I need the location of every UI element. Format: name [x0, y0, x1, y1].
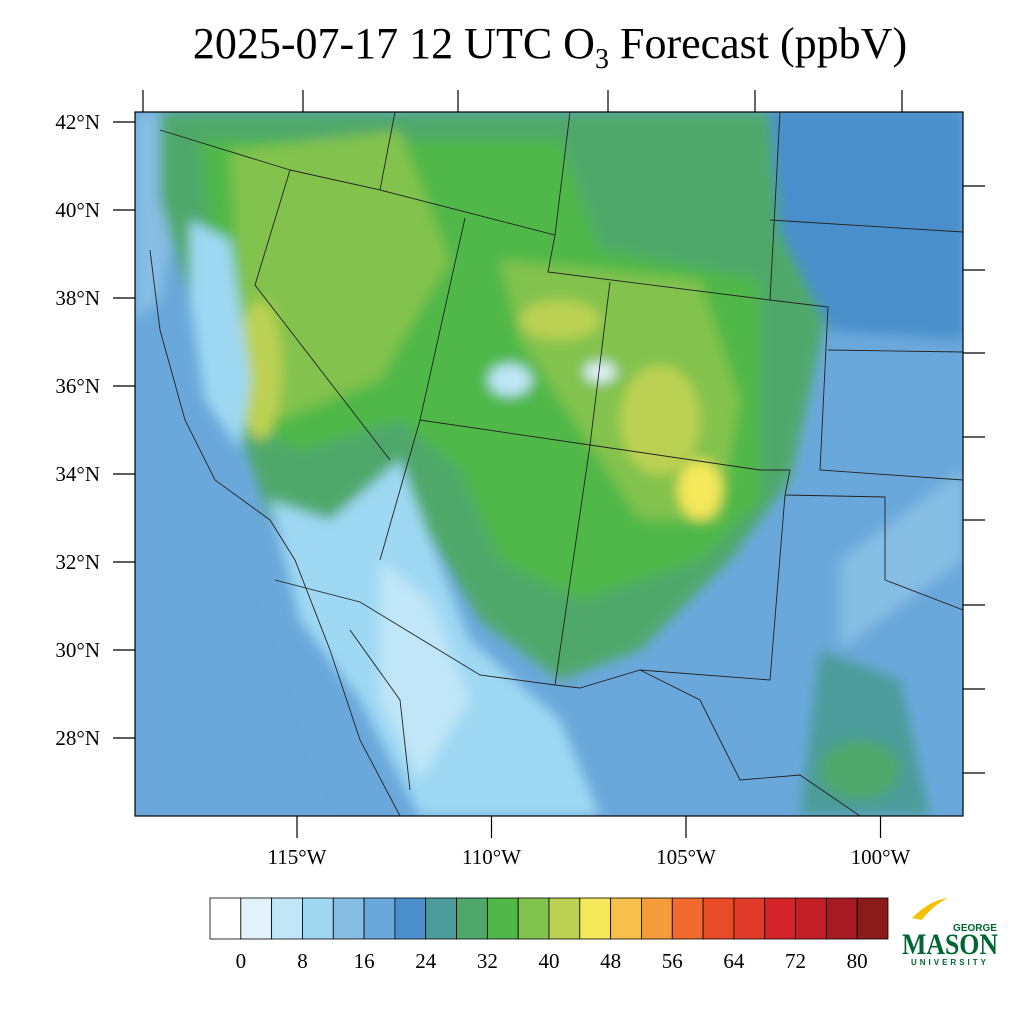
colorbar-box	[456, 897, 488, 940]
colorbar-box	[764, 897, 796, 940]
lat-label: 40°N	[55, 198, 100, 222]
logo-text: GEORGE	[953, 923, 997, 934]
lat-label: 32°N	[55, 550, 100, 574]
colorbar-box	[641, 897, 673, 940]
colorbar-box	[856, 897, 889, 940]
colorbar-box	[486, 897, 519, 940]
colorbar-box	[548, 897, 581, 940]
lon-label: 100°W	[851, 845, 911, 869]
colorbar-label: 32	[477, 949, 498, 973]
title-subscript: 3	[595, 44, 609, 75]
colorbar-box	[394, 897, 427, 940]
colorbar-label: 72	[785, 949, 806, 973]
colorbar-label: 48	[600, 949, 621, 973]
colorbar-box	[363, 897, 396, 940]
lon-label: 105°W	[656, 845, 716, 869]
lon-label: 115°W	[268, 845, 327, 869]
colorbar-box	[271, 897, 303, 940]
colorbar-box	[209, 897, 242, 940]
colorbar-box	[240, 897, 273, 940]
colorbar-label: 80	[847, 949, 868, 973]
colorbar-box	[302, 897, 334, 940]
colorbar-label: 64	[723, 949, 745, 973]
colorbar-box	[610, 897, 642, 940]
colorbar-box	[579, 897, 612, 940]
colorbar-box	[825, 897, 858, 940]
colorbar-box	[733, 897, 766, 940]
lon-label: 110°W	[462, 845, 521, 869]
lat-label: 36°N	[55, 374, 100, 398]
colorbar-box	[702, 897, 735, 940]
map-frame	[134, 111, 964, 817]
colorbar-box	[332, 897, 365, 940]
colorbar-label: 56	[662, 949, 683, 973]
logo: GEORGE MASON UNIVERSITY	[902, 898, 998, 967]
logo-text: UNIVERSITY	[911, 958, 989, 967]
colorbar-label: 24	[415, 949, 437, 973]
title-text: 2025-07-17 12 UTC O	[193, 19, 595, 68]
lat-label: 30°N	[55, 638, 100, 662]
lat-label: 38°N	[55, 286, 100, 310]
title: 2025-07-17 12 UTC O3 Forecast (ppbV)	[193, 19, 907, 75]
colorbar-box	[671, 897, 704, 940]
colorbar-label: 0	[236, 949, 247, 973]
title-text: Forecast (ppbV)	[620, 19, 907, 68]
lat-label: 34°N	[55, 462, 100, 486]
logo-text: MASON	[902, 928, 998, 961]
colorbar-label: 16	[354, 949, 375, 973]
colorbar-box	[795, 897, 827, 940]
lat-label: 42°N	[55, 110, 100, 134]
frame-ticks	[142, 90, 985, 774]
colorbar-box	[517, 897, 550, 940]
ozone-field	[135, 112, 963, 816]
colorbar-label: 40	[539, 949, 560, 973]
lat-label: 28°N	[55, 726, 100, 750]
colorbar-box	[425, 897, 457, 940]
colorbar-label: 8	[297, 949, 308, 973]
